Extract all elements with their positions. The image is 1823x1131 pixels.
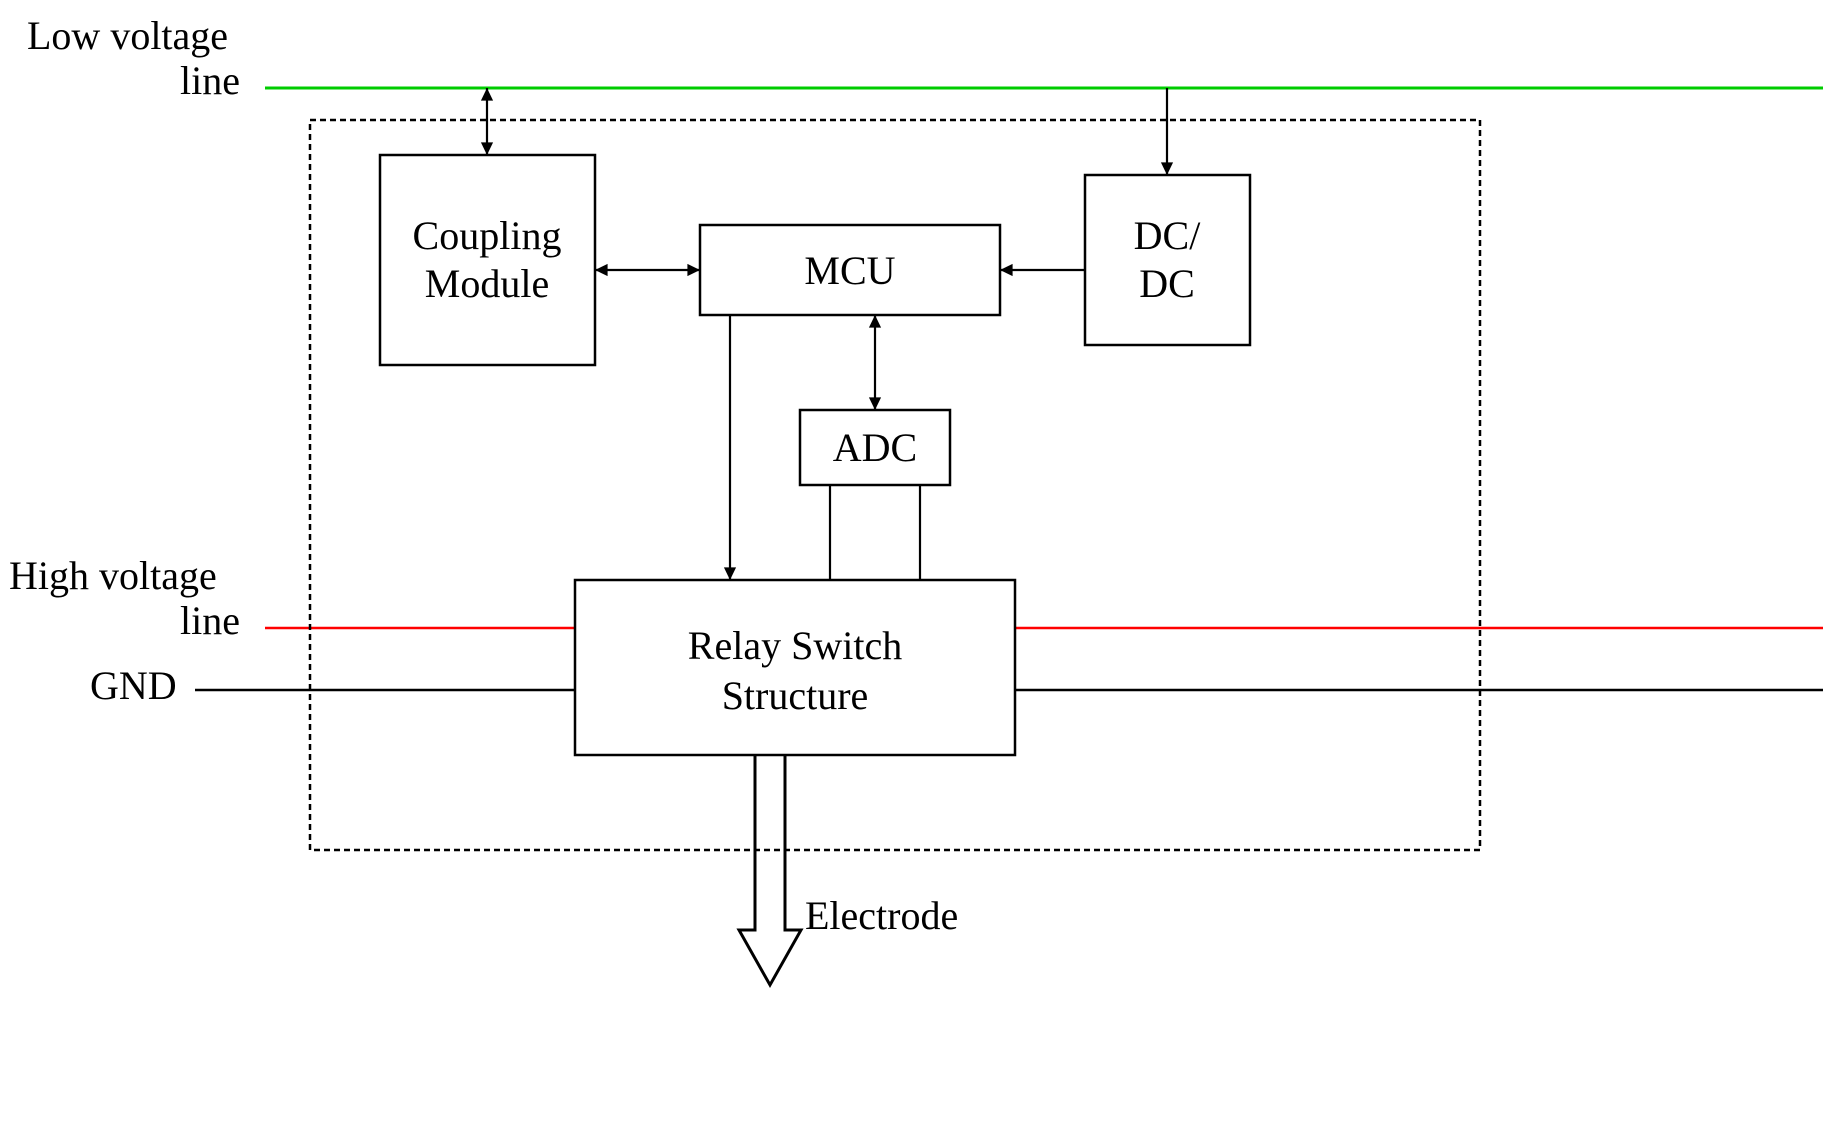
- dcdc_2-label: DC: [1139, 261, 1195, 306]
- dcdc-box: [1085, 175, 1250, 345]
- high_voltage_1-label: High voltage: [9, 553, 217, 598]
- mcu-label: MCU: [804, 248, 895, 293]
- relay_2-label: Structure: [722, 673, 869, 718]
- high_voltage_2-label: line: [180, 598, 240, 643]
- adc-label: ADC: [833, 425, 917, 470]
- low_voltage_2-label: line: [180, 58, 240, 103]
- low_voltage_1-label: Low voltage: [27, 13, 228, 58]
- electrode-arrow: [739, 755, 801, 985]
- electrode-label: Electrode: [805, 893, 958, 938]
- gnd-label: GND: [90, 663, 177, 708]
- coupling_2-label: Module: [425, 261, 549, 306]
- relay_1-label: Relay Switch: [688, 623, 902, 668]
- dcdc_1-label: DC/: [1134, 213, 1202, 258]
- coupling_1-label: Coupling: [413, 213, 562, 258]
- coupling-box: [380, 155, 595, 365]
